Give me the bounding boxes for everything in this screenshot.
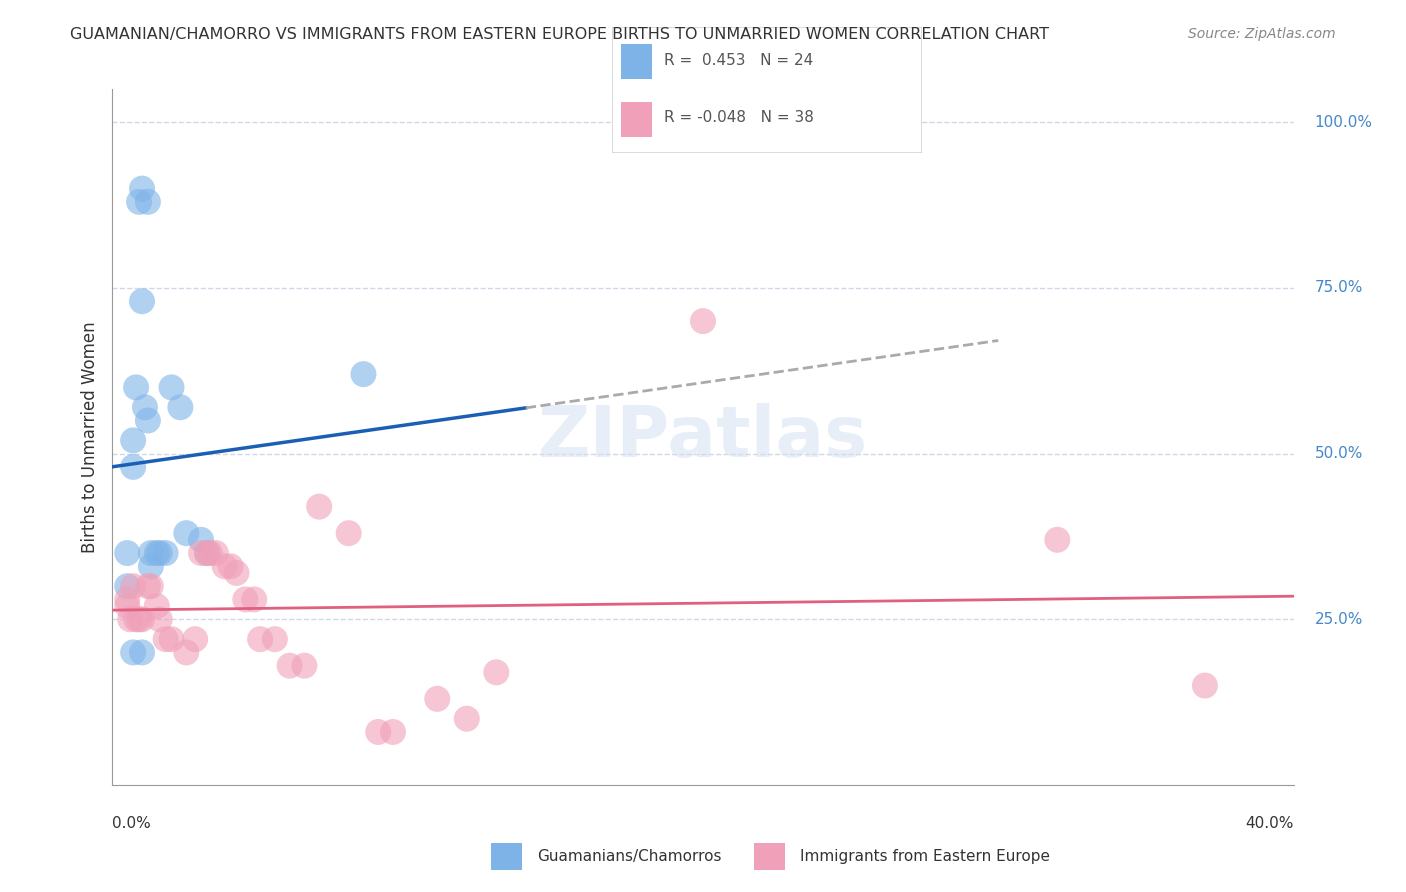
Point <box>337 526 360 541</box>
Point <box>219 559 242 574</box>
Text: ZIPatlas: ZIPatlas <box>538 402 868 472</box>
Text: Guamanians/Chamorros: Guamanians/Chamorros <box>537 849 721 863</box>
Point <box>155 546 177 560</box>
Point <box>456 712 478 726</box>
Point <box>190 533 212 547</box>
Point <box>136 579 159 593</box>
Text: R =  0.453   N = 24: R = 0.453 N = 24 <box>664 53 814 68</box>
FancyBboxPatch shape <box>621 45 652 79</box>
Point <box>1194 679 1216 693</box>
Point <box>128 612 150 626</box>
Point <box>125 612 148 626</box>
Point <box>117 579 138 593</box>
Point <box>195 546 218 560</box>
Point <box>278 658 301 673</box>
Point <box>136 413 159 427</box>
Point <box>139 546 162 560</box>
Text: 0.0%: 0.0% <box>112 816 152 831</box>
Point <box>146 546 169 560</box>
Point <box>134 401 156 415</box>
Point <box>367 725 389 739</box>
Text: R = -0.048   N = 38: R = -0.048 N = 38 <box>664 111 814 126</box>
Point <box>225 566 247 580</box>
Point <box>139 579 162 593</box>
Point <box>160 632 183 647</box>
Point <box>485 665 508 680</box>
Text: 25.0%: 25.0% <box>1315 612 1362 627</box>
Point <box>155 632 177 647</box>
Point <box>146 599 169 613</box>
FancyBboxPatch shape <box>754 843 785 870</box>
Point <box>243 592 266 607</box>
Text: GUAMANIAN/CHAMORRO VS IMMIGRANTS FROM EASTERN EUROPE BIRTHS TO UNMARRIED WOMEN C: GUAMANIAN/CHAMORRO VS IMMIGRANTS FROM EA… <box>70 27 1049 42</box>
Point <box>352 367 374 381</box>
Point <box>131 181 153 195</box>
Point <box>174 645 197 659</box>
Point <box>122 579 145 593</box>
Point <box>149 612 172 626</box>
Point <box>190 546 212 560</box>
Point <box>308 500 330 514</box>
Point <box>1046 533 1069 547</box>
Point <box>128 194 150 209</box>
Point <box>198 546 221 560</box>
Point <box>131 645 153 659</box>
Point <box>122 645 145 659</box>
Text: 50.0%: 50.0% <box>1315 446 1362 461</box>
FancyBboxPatch shape <box>491 843 522 870</box>
Text: Immigrants from Eastern Europe: Immigrants from Eastern Europe <box>800 849 1050 863</box>
Point <box>149 546 172 560</box>
Point <box>160 380 183 394</box>
Point <box>264 632 287 647</box>
Point <box>120 612 142 626</box>
Point <box>292 658 315 673</box>
FancyBboxPatch shape <box>621 102 652 136</box>
Point <box>122 459 145 474</box>
Point <box>117 592 138 607</box>
Point <box>382 725 405 739</box>
Point <box>117 599 138 613</box>
Point <box>136 194 159 209</box>
Text: Source: ZipAtlas.com: Source: ZipAtlas.com <box>1188 27 1336 41</box>
Point <box>205 546 228 560</box>
Point <box>692 314 714 328</box>
Text: 75.0%: 75.0% <box>1315 280 1362 295</box>
Point <box>131 612 153 626</box>
Point <box>117 546 138 560</box>
Text: 40.0%: 40.0% <box>1246 816 1294 831</box>
Point <box>169 401 191 415</box>
Point <box>184 632 207 647</box>
Point <box>131 294 153 309</box>
Point <box>174 526 197 541</box>
Y-axis label: Births to Unmarried Women: Births to Unmarried Women <box>80 321 98 553</box>
Point <box>233 592 256 607</box>
Point <box>122 434 145 448</box>
Point <box>139 559 162 574</box>
Point <box>249 632 271 647</box>
Text: 100.0%: 100.0% <box>1315 115 1372 130</box>
Point <box>214 559 236 574</box>
Point <box>426 691 449 706</box>
Point <box>195 546 218 560</box>
Point <box>125 380 148 394</box>
